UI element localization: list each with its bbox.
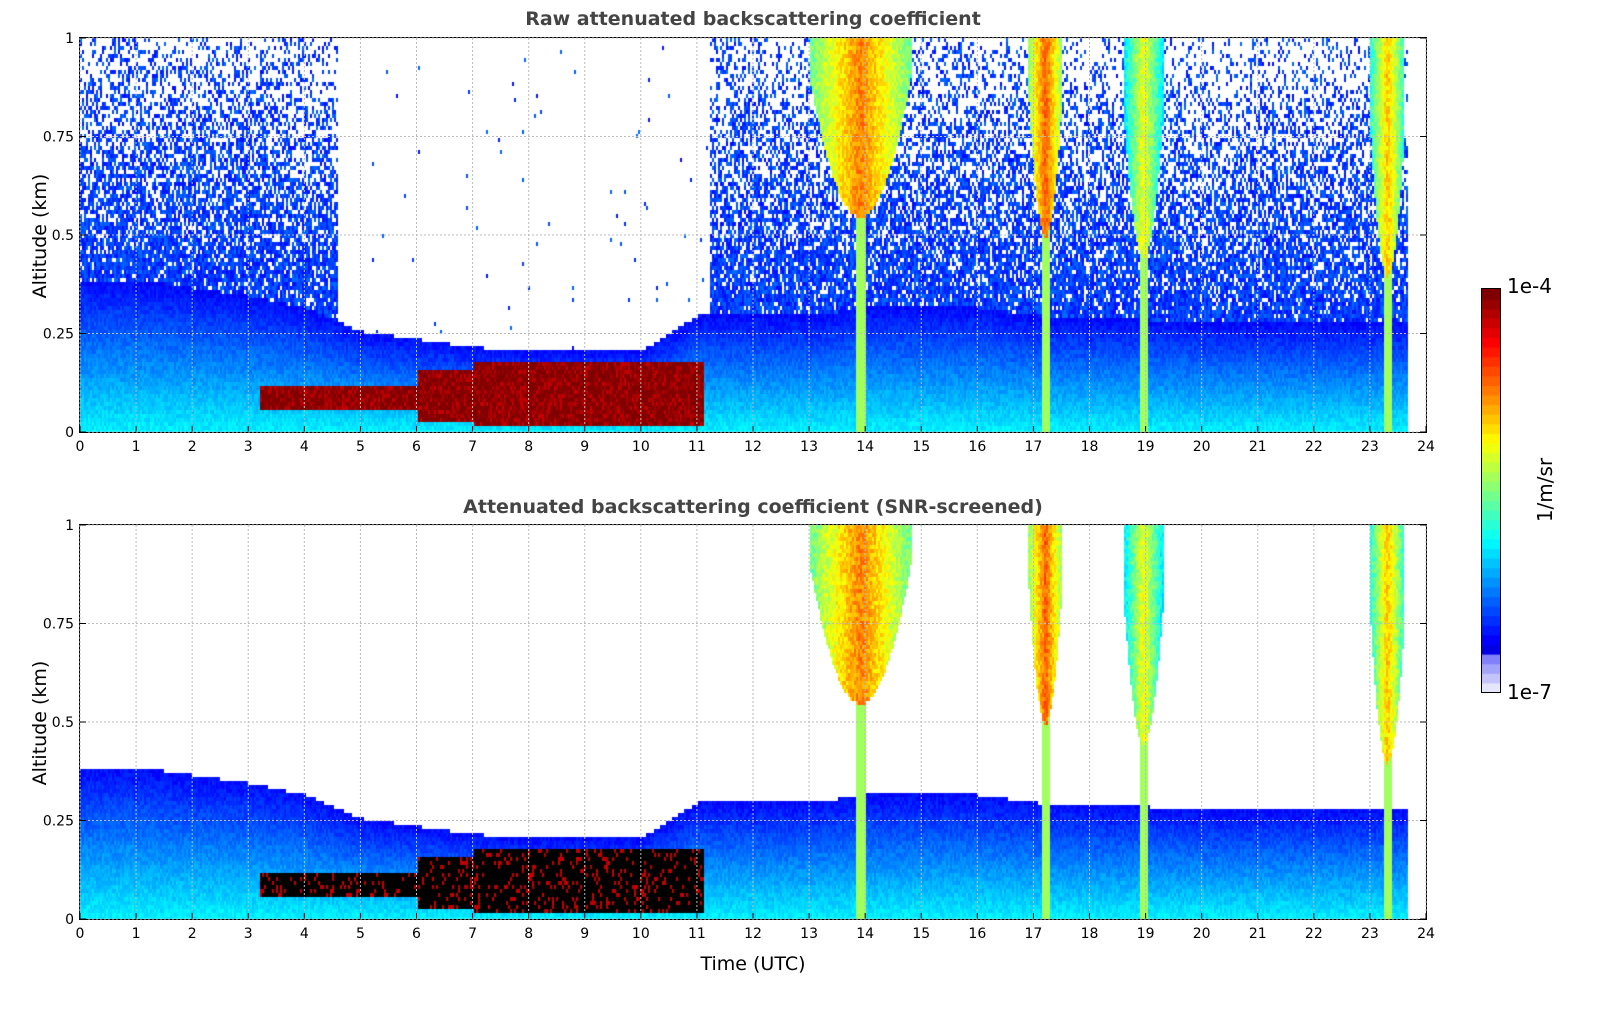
panel1-title: Raw attenuated backscattering coefficien…: [525, 8, 981, 30]
x-tick-label: 12: [744, 439, 762, 455]
x-tick-label: 20: [1193, 926, 1211, 942]
x-tick-label: 19: [1137, 439, 1155, 455]
x-tick-label: 22: [1305, 926, 1323, 942]
x-tick-label: 12: [744, 926, 762, 942]
colorbar: [1481, 288, 1501, 693]
panel2-title: Attenuated backscattering coefficient (S…: [463, 496, 1043, 518]
x-tick-label: 11: [688, 926, 706, 942]
x-tick-label: 13: [800, 926, 818, 942]
x-tick-label: 23: [1361, 926, 1379, 942]
x-tick-label: 16: [968, 926, 986, 942]
x-tick-label: 15: [912, 439, 930, 455]
x-tick-label: 14: [856, 926, 874, 942]
colorbar-unit-label: 1/m/sr: [1533, 457, 1557, 523]
x-tick-label: 17: [1025, 439, 1043, 455]
x-tick-label: 4: [300, 439, 309, 455]
x-axis-label: Time (UTC): [700, 953, 806, 975]
x-tick-label: 9: [580, 439, 589, 455]
x-tick-label: 0: [76, 439, 85, 455]
x-tick-label: 4: [300, 926, 309, 942]
x-tick-label: 21: [1249, 439, 1267, 455]
colorbar-max-label: 1e-4: [1507, 274, 1552, 298]
x-tick-label: 7: [468, 926, 477, 942]
x-tick-label: 13: [800, 439, 818, 455]
y-tick-label: 0.25: [43, 327, 74, 343]
x-tick-label: 18: [1081, 439, 1099, 455]
x-tick-label: 8: [524, 439, 533, 455]
x-tick-label: 5: [356, 926, 365, 942]
x-tick-label: 2: [188, 439, 197, 455]
y-tick-label: 0: [65, 912, 74, 928]
y-tick-label: 0.25: [43, 814, 74, 830]
x-tick-label: 23: [1361, 439, 1379, 455]
panel2-plot: 0 1 2 3 4 5 6 7 8 9 10 11 12 13 14 15 16 17 18 19 20 21 22 23 24…: [43, 518, 1435, 942]
x-tick-label: 15: [912, 926, 930, 942]
colorbar-min-label: 1e-7: [1507, 680, 1552, 704]
x-tick-label: 22: [1305, 439, 1323, 455]
y-tick-label: 0.5: [52, 715, 74, 731]
x-tick-label: 3: [244, 439, 253, 455]
x-tick-label: 7: [468, 439, 477, 455]
x-tick-label: 2: [188, 926, 197, 942]
x-tick-label: 6: [412, 926, 421, 942]
x-tick-label: 1: [132, 926, 141, 942]
x-tick-label: 17: [1025, 926, 1043, 942]
y-tick-label: 0: [65, 425, 74, 441]
panel1-ylabel: Altitude (km): [29, 173, 51, 299]
x-tick-label: 9: [580, 926, 589, 942]
y-tick-label: 1: [65, 518, 74, 534]
panel1-plot: 0 1 2 3 4 5 6 7 8 9 10 11 12 13 14 15 16 17 18 19 20 21 22 23 24…: [43, 31, 1435, 455]
x-tick-label: 8: [524, 926, 533, 942]
y-tick-label: 1: [65, 31, 74, 47]
y-tick-label: 0.75: [43, 130, 74, 146]
panel2-axes: 0 1 2 3 4 5 6 7 8 9 10 11 12 13 14 15 16 17 18 19 20 21 22 23 24…: [43, 518, 1435, 942]
x-tick-label: 11: [688, 439, 706, 455]
x-tick-label: 24: [1417, 439, 1435, 455]
x-tick-label: 20: [1193, 439, 1211, 455]
x-tick-label: 0: [76, 926, 85, 942]
x-tick-label: 1: [132, 439, 141, 455]
x-tick-label: 24: [1417, 926, 1435, 942]
y-tick-label: 0.5: [52, 228, 74, 244]
y-tick-label: 0.75: [43, 617, 74, 633]
x-tick-label: 3: [244, 926, 253, 942]
x-tick-label: 18: [1081, 926, 1099, 942]
x-tick-label: 14: [856, 439, 874, 455]
x-tick-label: 10: [632, 439, 650, 455]
x-tick-label: 6: [412, 439, 421, 455]
panel2-ylabel: Altitude (km): [29, 660, 51, 786]
panel1-axes: 0 1 2 3 4 5 6 7 8 9 10 11 12 13 14 15 16 17 18 19 20 21 22 23 24…: [43, 31, 1435, 455]
x-tick-label: 16: [968, 439, 986, 455]
x-tick-label: 10: [632, 926, 650, 942]
x-tick-label: 21: [1249, 926, 1267, 942]
x-tick-label: 5: [356, 439, 365, 455]
x-tick-label: 19: [1137, 926, 1155, 942]
